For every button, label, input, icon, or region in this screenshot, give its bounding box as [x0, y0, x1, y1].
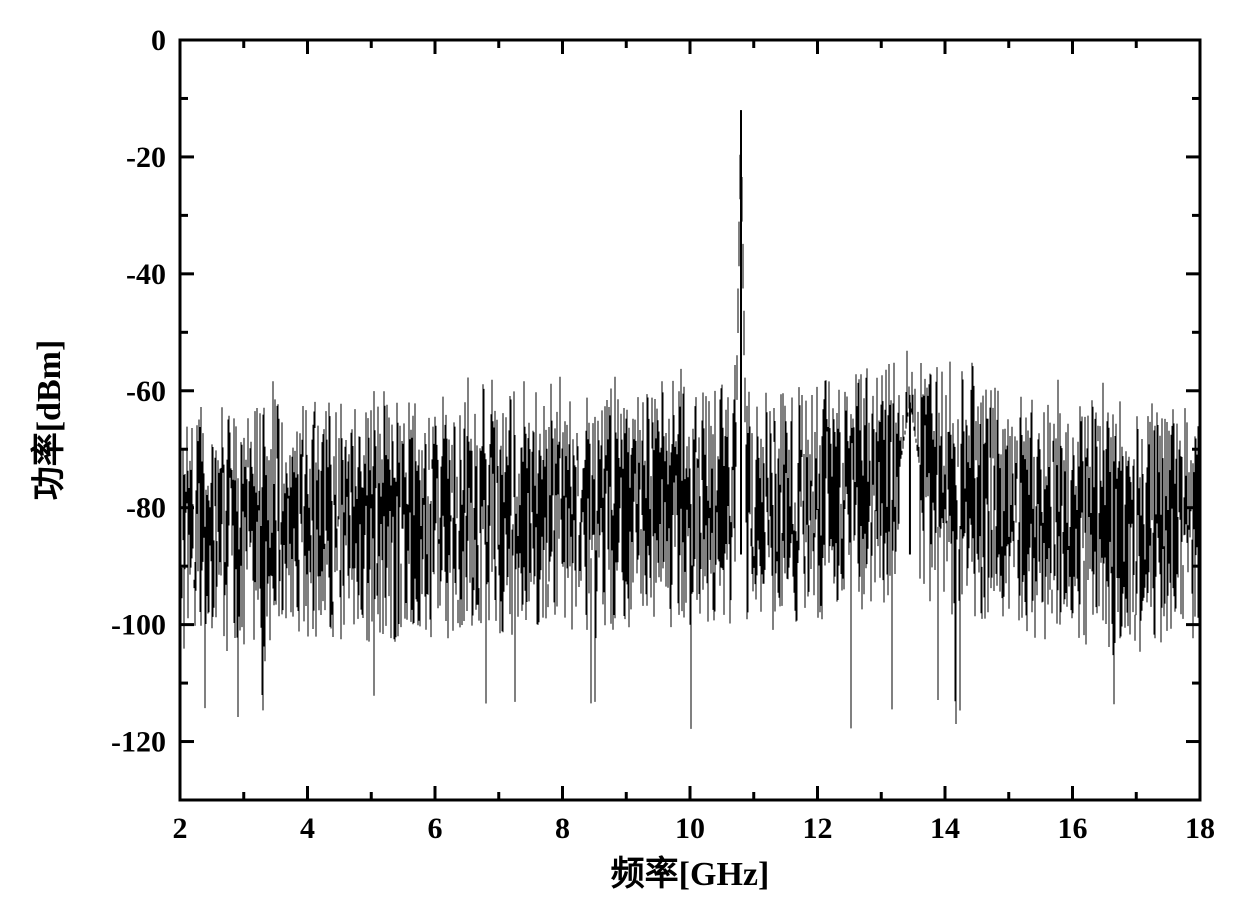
y-tick-label: -120 [111, 726, 166, 759]
y-tick-label: 0 [151, 24, 166, 57]
y-axis-label: 功率[dBm] [30, 340, 68, 501]
x-tick-label: 16 [1058, 812, 1088, 845]
y-tick-label: -100 [111, 609, 166, 642]
y-tick-label: -40 [126, 258, 166, 291]
x-axis-label: 频率[GHz] [611, 855, 770, 893]
y-tick-label: -20 [126, 141, 166, 174]
y-tick-label: -60 [126, 375, 166, 408]
x-tick-label: 10 [675, 812, 705, 845]
x-tick-label: 4 [300, 812, 315, 845]
x-tick-label: 6 [428, 812, 443, 845]
x-tick-label: 18 [1185, 812, 1215, 845]
x-tick-label: 2 [173, 812, 188, 845]
chart-svg: 2 4 6 8 10 12 14 16 18 0 -20 -40 -60 -80 -100 -120 频率[GH… [0, 0, 1240, 913]
x-tick-label: 8 [555, 812, 570, 845]
spectrum-chart: 2 4 6 8 10 12 14 16 18 0 -20 -40 -60 -80 -100 -120 频率[GH… [0, 0, 1240, 913]
y-tick-label: -80 [126, 492, 166, 525]
x-tick-label: 14 [930, 812, 960, 845]
x-tick-label: 12 [803, 812, 833, 845]
